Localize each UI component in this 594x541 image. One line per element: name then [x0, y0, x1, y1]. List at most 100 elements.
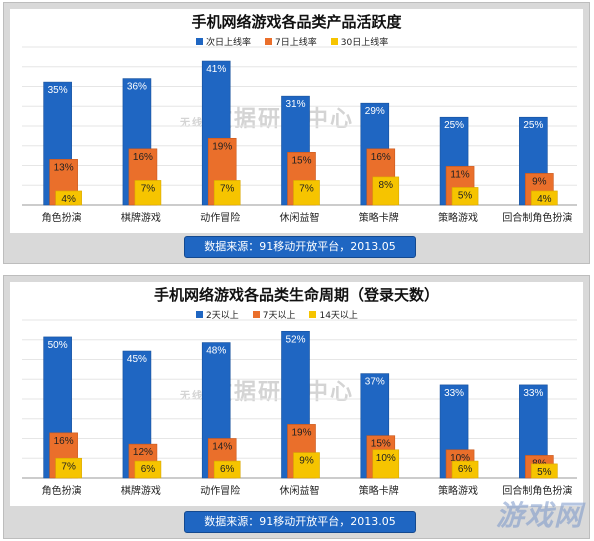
category-label: 策略卡牌	[359, 211, 399, 224]
data-label: 6%	[458, 464, 473, 475]
legend-label: 次日上线率	[206, 38, 252, 48]
data-label: 35%	[48, 85, 68, 96]
legend-label: 14天以上	[319, 311, 358, 321]
data-label: 52%	[285, 334, 305, 345]
legend-label: 2天以上	[206, 311, 239, 321]
watermark-small: 无线	[180, 118, 204, 129]
bar-3	[451, 187, 479, 206]
watermark-text: 无线数据研究中心	[180, 374, 354, 406]
data-label: 19%	[212, 141, 232, 152]
data-label: 5%	[458, 190, 473, 201]
data-label: 8%	[379, 180, 394, 191]
data-label: 15%	[371, 439, 391, 450]
data-label: 7%	[61, 461, 76, 472]
legend-swatch	[265, 38, 273, 45]
legend-item: 7日上线率	[265, 35, 317, 48]
bar-3	[531, 190, 558, 206]
data-source-label: 数据来源：91移动开放平台，2013.05	[184, 236, 416, 258]
legend-item: 2天以上	[196, 308, 239, 321]
bar-3	[134, 460, 162, 479]
chart-legend: 2天以上 7天以上 14天以上	[196, 308, 358, 321]
category-label: 休闲益智	[280, 484, 320, 497]
bar-3	[293, 452, 320, 479]
category-label: 角色扮演	[42, 211, 82, 224]
watermark-big: 数据研究中心	[210, 107, 354, 132]
data-label: 13%	[54, 162, 74, 173]
data-label: 33%	[523, 388, 543, 399]
category-label: 策略游戏	[438, 211, 478, 224]
data-label: 37%	[365, 377, 385, 388]
category-label: 角色扮演	[42, 484, 82, 497]
data-label: 50%	[48, 340, 68, 351]
category-label: 棋牌游戏	[121, 484, 161, 497]
data-label: 15%	[291, 155, 311, 166]
data-label: 25%	[444, 120, 464, 131]
data-label: 7%	[141, 183, 156, 194]
data-label: 5%	[537, 467, 552, 478]
site-logo: 游戏网	[495, 499, 583, 532]
data-label: 19%	[291, 427, 311, 438]
watermark-big: 数据研究中心	[210, 380, 354, 405]
data-label: 7%	[220, 183, 235, 194]
data-label: 29%	[365, 106, 385, 117]
bar-3	[451, 460, 479, 479]
data-label: 9%	[299, 456, 314, 467]
legend-swatch	[196, 311, 203, 318]
watermark-small: 无线	[180, 391, 204, 402]
data-label: 48%	[206, 346, 226, 357]
chart-panel-lifecycle: 手机网络游戏各品类生命周期（登录天数） 2天以上 7天以上 14天以上 无线数据研究…	[3, 275, 590, 539]
legend-swatch	[330, 38, 338, 45]
data-label: 6%	[141, 464, 156, 475]
chart-area: 手机网络游戏各品类生命周期（登录天数） 2天以上 7天以上 14天以上 无线数据研究…	[10, 282, 583, 506]
data-label: 12%	[133, 447, 153, 458]
data-label: 31%	[285, 99, 305, 110]
data-label: 9%	[532, 176, 547, 187]
legend-label: 7日上线率	[275, 38, 317, 48]
category-label: 回合制角色扮演	[502, 211, 572, 224]
watermark-text: 无线数据研究中心	[180, 101, 354, 133]
bar-3	[531, 463, 558, 479]
data-label: 4%	[537, 194, 552, 205]
legend-item: 次日上线率	[196, 35, 251, 48]
chart-area: 手机网络游戏各品类产品活跃度 次日上线率 7日上线率 30日上线率 无线数据研究中心…	[10, 9, 583, 233]
data-label: 16%	[371, 152, 391, 163]
bar-3	[213, 460, 241, 479]
category-label: 棋牌游戏	[121, 211, 161, 224]
data-label: 33%	[444, 388, 464, 399]
bar-3	[372, 449, 400, 479]
data-label: 10%	[376, 453, 396, 464]
category-label: 休闲益智	[280, 211, 320, 224]
chart-legend: 次日上线率 7日上线率 30日上线率	[196, 35, 388, 48]
data-label: 14%	[212, 442, 232, 453]
category-label: 回合制角色扮演	[502, 484, 572, 497]
bar-3	[213, 180, 241, 206]
data-label: 4%	[61, 194, 76, 205]
legend-item: 30日上线率	[330, 35, 388, 48]
chart-panel-activity: 手机网络游戏各品类产品活跃度 次日上线率 7日上线率 30日上线率 无线数据研究中心…	[3, 2, 590, 264]
data-label: 36%	[127, 82, 147, 93]
legend-label: 7天以上	[262, 311, 296, 321]
data-label: 7%	[299, 183, 314, 194]
category-label: 动作冒险	[200, 211, 240, 224]
bar-plot: 35% 13% 4% 角色扮演 36% 16% 7% 棋牌游戏 41% 19% 7% 动作冒险 31% 1…	[22, 46, 577, 224]
data-label: 16%	[54, 436, 74, 447]
bar-plot: 50% 16% 7% 角色扮演 45% 12% 6% 棋牌游戏 48% 14% 6% 动作冒险 52% 1…	[22, 319, 577, 497]
chart-title: 手机网络游戏各品类产品活跃度	[191, 13, 402, 31]
data-label: 41%	[206, 64, 226, 75]
category-label: 动作冒险	[200, 484, 240, 497]
bar-3	[55, 190, 82, 206]
category-label: 策略游戏	[438, 484, 478, 497]
data-label: 10%	[450, 453, 470, 464]
chart-title: 手机网络游戏各品类生命周期（登录天数）	[153, 286, 439, 304]
legend-item: 14天以上	[309, 308, 358, 321]
data-label: 6%	[220, 464, 235, 475]
bar-3	[372, 176, 400, 206]
data-label: 11%	[450, 169, 469, 180]
bar-3	[55, 457, 82, 479]
bar-3	[293, 180, 320, 206]
legend-item: 7天以上	[252, 308, 296, 321]
legend-swatch	[309, 311, 317, 318]
legend-swatch	[196, 38, 203, 45]
data-label: 16%	[133, 152, 153, 163]
data-label: 45%	[127, 354, 147, 365]
